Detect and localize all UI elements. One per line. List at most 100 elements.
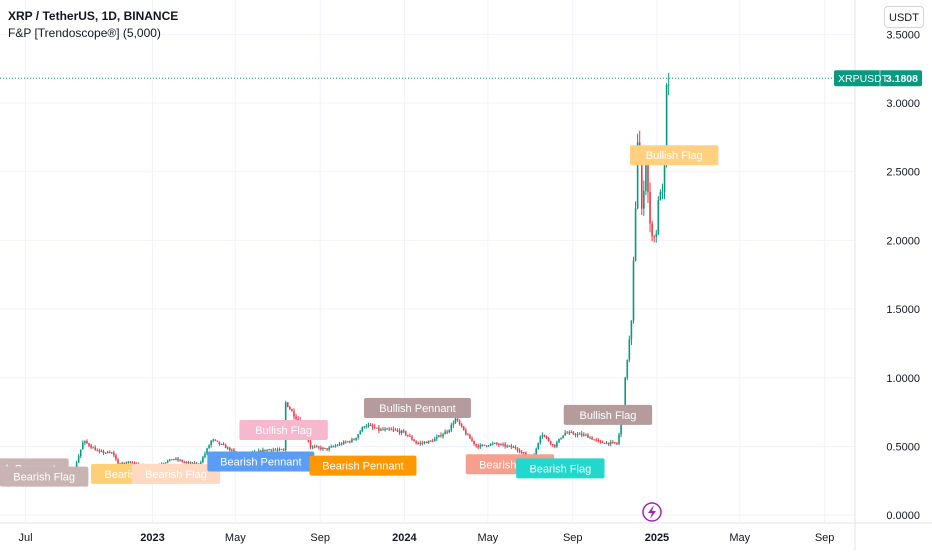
candle-body [289,407,291,410]
candle-body [228,447,231,451]
candle-body [417,442,419,444]
candle-body [280,449,283,451]
pattern-label-bg [516,458,605,479]
candle-body [84,440,86,443]
pattern-label-text: Bearish Flag [145,469,207,481]
price-axis[interactable]: 0.0000 0.5000 1.0000 1.5000 2.0000 2.5000 3.00… [854,0,920,550]
candle-body [539,436,542,443]
candle-body [90,445,92,448]
candle-body [643,190,645,209]
pattern-label-bg [0,466,89,487]
candle-body [661,191,664,193]
y-tick-label: 1.5000 [886,304,920,316]
candle-body [655,233,658,237]
candle-body [400,430,403,433]
candle-body [295,416,297,419]
candle-body [599,440,602,442]
candle-body [173,458,175,460]
currency-button[interactable]: USDT [884,6,924,28]
candle-body [450,424,453,431]
candle-body [365,425,368,427]
candle-body [467,434,469,436]
symbol-title: XRP / TetherUS, 1D, BINANCE [8,9,179,23]
candle-body [318,446,320,448]
candle-body [603,442,606,444]
candle-body [574,434,577,436]
candle-body [344,441,347,443]
candle-body [311,446,314,448]
candle-body [605,442,608,444]
candle-body [328,447,330,450]
candle-body [166,460,169,463]
candle-body [429,440,432,442]
candle-body [566,432,569,434]
candle-body [394,429,397,431]
y-tick-label: 1.0000 [886,373,920,385]
lightning-icon[interactable] [642,502,662,522]
y-tick-label: 0.0000 [886,510,920,522]
candle-body [226,447,229,449]
candle-body [320,447,322,450]
candle-body [175,458,177,460]
candle-body [640,154,643,209]
candle-body [498,444,500,446]
candle-body [452,423,455,425]
candle-body [117,459,119,465]
candle-body [162,463,165,465]
candle-body [620,420,622,435]
candle-body [177,458,179,461]
candle-body [278,449,281,451]
candle-body [583,434,585,436]
candle-body [645,161,647,191]
y-tick-label: 2.5000 [886,167,920,179]
candle-body [632,260,635,321]
candle-body [560,438,562,440]
candle-body [438,435,440,437]
candle-body [411,436,413,440]
candle-body [351,439,353,442]
candle-body [460,424,463,427]
candle-body [181,460,183,462]
time-axis[interactable]: Jul 2023 May Sep 2024 May Sep 2025 May Sep [0,522,932,544]
candle-body [585,434,587,436]
pattern-label-text: Bearish Flag [13,472,75,484]
candle-body [471,438,473,441]
candle-body [537,442,540,449]
candle-body [489,443,492,446]
candle-body [353,439,355,441]
candle-body [262,449,264,453]
candle-body [272,449,275,451]
candle-body [616,443,618,445]
y-tick-label: 3.0000 [886,98,920,110]
candle-body [334,445,337,447]
candle-body [183,461,186,463]
pattern-label: Bearish Pennant [309,455,417,476]
candle-body [164,462,167,464]
x-tick-label: 2025 [645,532,669,544]
pattern-label: Bearish Pennant [207,451,315,472]
pattern-labels: Bearish Pennant Bearish Flag Bearish Flag B… [0,145,719,487]
pattern-label-bg [239,419,328,440]
candle-body [75,462,78,469]
pattern-label: Bullish Flag [630,145,719,166]
candle-body [396,430,399,432]
candle-body [216,440,219,442]
candle-body [506,445,509,447]
pattern-label-bg [363,397,471,418]
candle-body [231,449,233,451]
candle-body [651,223,653,237]
candle-body [313,446,316,448]
candle-body [171,459,173,461]
candle-body [276,449,279,451]
candle-body [293,411,295,417]
candle-body [512,446,515,448]
x-tick-label: May [477,532,498,544]
candle-body [123,462,126,464]
candle-body [496,442,498,445]
candle-body [624,377,627,406]
candle-body [525,452,527,456]
price-tag-bg [834,70,922,87]
candle-body [665,85,668,161]
